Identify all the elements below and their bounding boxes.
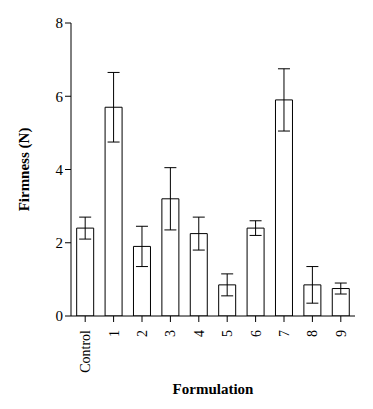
svg-text:Formulation: Formulation: [173, 381, 254, 397]
svg-text:0: 0: [56, 308, 64, 324]
svg-text:6: 6: [56, 89, 64, 105]
svg-text:6: 6: [249, 330, 264, 337]
svg-text:8: 8: [305, 330, 320, 337]
svg-text:Control: Control: [78, 330, 93, 373]
svg-text:3: 3: [163, 330, 178, 337]
svg-text:5: 5: [220, 330, 235, 337]
svg-text:4: 4: [192, 330, 207, 337]
svg-text:Firmness (N): Firmness (N): [16, 128, 33, 212]
svg-text:1: 1: [107, 330, 122, 337]
svg-text:8: 8: [56, 15, 64, 31]
svg-text:2: 2: [135, 330, 150, 337]
svg-text:2: 2: [56, 235, 64, 251]
svg-text:9: 9: [334, 330, 349, 337]
svg-text:7: 7: [277, 330, 292, 337]
svg-text:4: 4: [56, 162, 64, 178]
